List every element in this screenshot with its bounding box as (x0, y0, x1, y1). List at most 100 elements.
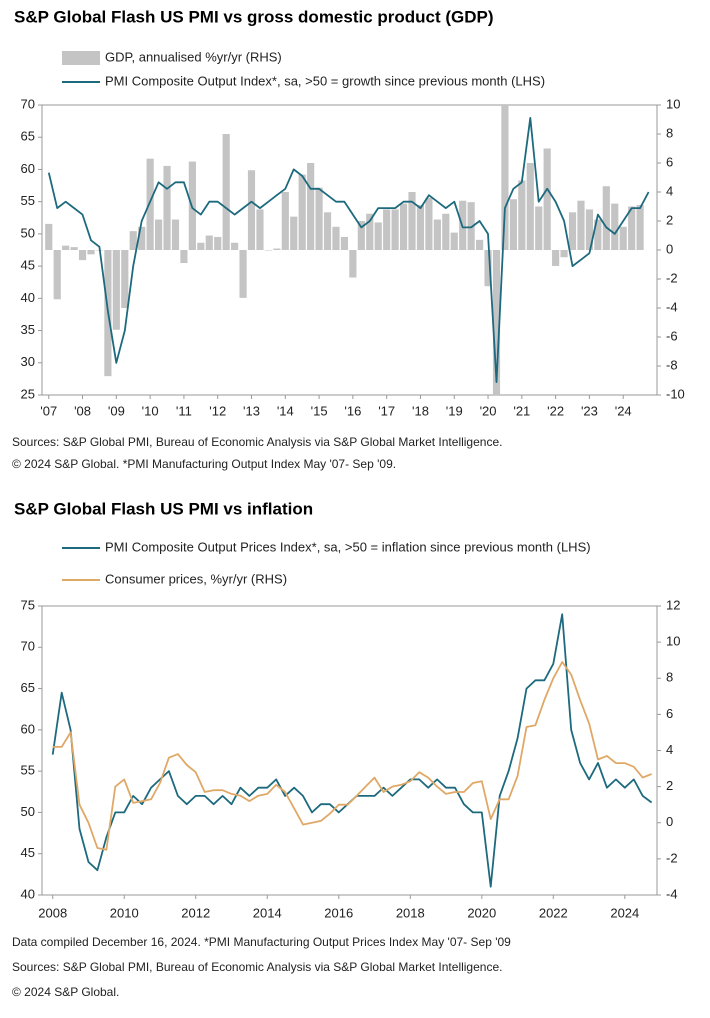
x-tick-label: '23 (581, 403, 598, 418)
y2-tick-label: -10 (666, 386, 685, 401)
x-tick-label: '19 (446, 403, 463, 418)
line (51, 613, 653, 888)
bar (492, 250, 501, 395)
bar (357, 221, 365, 250)
bar (425, 197, 433, 250)
x-tick-label: '20 (480, 403, 497, 418)
bar (391, 209, 399, 250)
y-tick-label: 45 (21, 845, 35, 860)
bar (112, 250, 120, 330)
legend-label: GDP, annualised %yr/yr (RHS) (105, 49, 282, 64)
bar (568, 212, 577, 250)
x-tick-label: 2014 (253, 905, 282, 920)
bar (594, 219, 602, 250)
y-tick-label: 70 (21, 96, 35, 111)
bar (146, 158, 154, 250)
bar (577, 200, 585, 250)
bar (332, 226, 340, 250)
bar (408, 192, 416, 250)
x-tick-label: 2012 (181, 905, 210, 920)
x-tick-label: '24 (615, 403, 632, 418)
y-tick-label: 50 (21, 225, 35, 240)
bar (374, 222, 382, 250)
bar (366, 213, 374, 250)
bar (442, 213, 450, 250)
bar (628, 206, 636, 250)
note: © 2024 S&P Global. *PMI Manufacturing Ou… (12, 457, 396, 471)
y2-tick-label: 8 (666, 670, 673, 685)
x-tick-label: '11 (176, 403, 192, 418)
y2-tick-label: 10 (666, 634, 680, 649)
bar (476, 239, 484, 250)
line (47, 117, 650, 383)
x-tick-label: '16 (344, 403, 361, 418)
y-tick-label: 65 (21, 680, 35, 695)
bar (239, 250, 247, 298)
bar (383, 209, 391, 250)
bar (78, 250, 87, 261)
x-tick-label: '13 (243, 403, 260, 418)
bar (636, 205, 644, 250)
y-tick-label: 55 (21, 193, 35, 208)
bar (298, 174, 306, 250)
y2-tick-label: 8 (666, 125, 673, 140)
bar (273, 248, 281, 250)
bar (222, 134, 230, 250)
x-tick-label: '18 (412, 403, 429, 418)
y2-tick-label: -2 (666, 850, 678, 865)
bar (87, 250, 95, 255)
y2-tick-label: -4 (666, 299, 678, 314)
bar (121, 250, 129, 308)
bar (467, 202, 475, 250)
bar (315, 187, 323, 250)
legend-label: Consumer prices, %yr/yr (RHS) (105, 571, 287, 586)
y2-tick-label: 0 (666, 814, 673, 829)
bar (197, 242, 205, 250)
y-tick-label: 65 (21, 129, 35, 144)
bar (231, 242, 239, 250)
y2-tick-label: -4 (666, 886, 678, 901)
bar (247, 170, 256, 250)
y-tick-label: 60 (21, 721, 35, 736)
bar (611, 203, 619, 250)
x-tick-label: 2016 (324, 905, 353, 920)
bar (163, 165, 171, 250)
note: Data compiled December 16, 2024. *PMI Ma… (12, 935, 511, 949)
x-tick-label: 2020 (467, 905, 496, 920)
y2-tick-label: 2 (666, 778, 673, 793)
x-tick-label: 2024 (610, 905, 639, 920)
y2-tick-label: 4 (666, 742, 673, 757)
bar (399, 203, 408, 250)
y2-tick-label: 2 (666, 212, 673, 227)
bar (53, 250, 61, 300)
bar (264, 250, 272, 251)
bar (180, 250, 188, 264)
x-tick-label: '17 (378, 403, 395, 418)
y2-tick-label: 0 (666, 241, 673, 256)
chart-title: S&P Global Flash US PMI vs inflation (14, 499, 313, 518)
bar (602, 186, 610, 250)
bar (70, 247, 78, 250)
chart-title: S&P Global Flash US PMI vs gross domesti… (14, 7, 494, 26)
bar (619, 226, 627, 250)
y-tick-label: 45 (21, 258, 35, 273)
x-tick-label: '09 (108, 403, 125, 418)
y-tick-label: 35 (21, 322, 35, 337)
x-tick-label: '22 (547, 403, 564, 418)
note: Sources: S&P Global PMI, Bureau of Econo… (12, 960, 502, 974)
y-tick-label: 55 (21, 763, 35, 778)
y2-tick-label: -2 (666, 270, 678, 285)
note: Sources: S&P Global PMI, Bureau of Econo… (12, 435, 502, 449)
legend-label: PMI Composite Output Prices Index*, sa, … (105, 539, 591, 554)
bar (45, 223, 53, 250)
line (52, 661, 652, 851)
bar (307, 163, 315, 250)
bar (526, 163, 534, 250)
x-tick-label: '21 (513, 403, 530, 418)
x-tick-label: '12 (209, 403, 226, 418)
x-tick-label: '07 (40, 403, 57, 418)
bar (552, 250, 560, 266)
legend-swatch (62, 51, 100, 65)
y-tick-label: 60 (21, 161, 35, 176)
